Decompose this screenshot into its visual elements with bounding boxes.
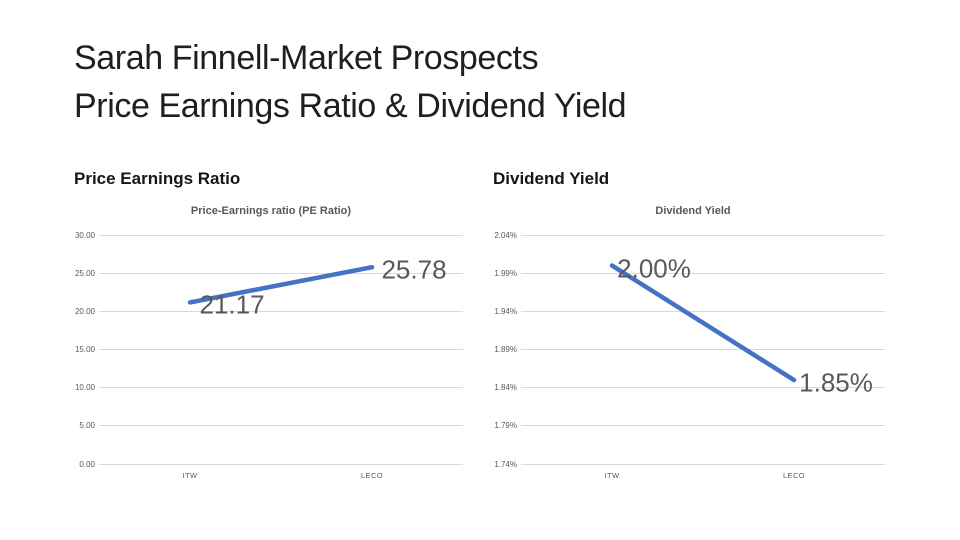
y-axis-tick-label: 1.79%: [494, 421, 517, 431]
y-axis-tick-label: 25.00: [74, 268, 95, 278]
y-axis-tick-label: 20.00: [74, 306, 95, 316]
data-series-line: [609, 263, 797, 383]
x-axis-category-label: ITW: [604, 471, 620, 480]
y-axis-tick-label: 30.00: [74, 230, 95, 240]
data-label: 25.78: [381, 254, 447, 285]
y-axis-tick-label: 1.84%: [494, 383, 517, 393]
slide-title-line1: Sarah Finnell-Market Prospects: [74, 39, 539, 77]
y-axis-tick-label: 0.00: [79, 459, 95, 469]
section-heading-price-earnings: Price Earnings Ratio: [74, 169, 241, 188]
gridline: [521, 463, 885, 465]
y-axis-tick-label: 2.04%: [494, 230, 517, 240]
data-series-svg: [187, 264, 375, 305]
data-label: 21.17: [199, 289, 265, 320]
y-axis-tick-label: 10.00: [74, 383, 95, 393]
gridline: [99, 234, 463, 236]
x-axis-category-label: LECO: [782, 471, 806, 480]
slide-title: Sarah Finnell-Market Prospects Price Ear…: [74, 34, 627, 130]
gridline: [99, 310, 463, 312]
y-axis-tick-label: 1.89%: [494, 345, 517, 354]
dividend-yield-chart-title: Dividend Yield: [655, 205, 731, 217]
x-axis-category-label: LECO: [360, 471, 384, 480]
data-series-line: [187, 264, 375, 305]
gridline: [99, 425, 463, 427]
gridline: [99, 463, 463, 465]
y-axis-tick-label: 5.00: [79, 421, 95, 431]
pe-ratio-chart: Price-Earnings ratio (PE Ratio) 0.00 5.00…: [75, 203, 467, 488]
data-series-svg: [609, 263, 797, 383]
gridline: [521, 310, 885, 312]
dividend-yield-chart: Dividend Yield 1.74% 1.79% 1.84% 1.89% 1.94%…: [494, 203, 889, 488]
pe-ratio-chart-title: Price-Earnings ratio (PE Ratio): [190, 205, 352, 217]
gridline: [521, 272, 885, 274]
data-label: 1.85%: [799, 367, 873, 398]
gridline: [521, 234, 885, 236]
gridline: [99, 272, 463, 274]
y-axis-tick-label: 1.94%: [494, 306, 517, 316]
gridline: [521, 387, 885, 389]
slide-title-line2: Price Earnings Ratio & Dividend Yield: [74, 87, 627, 125]
gridline: [99, 387, 463, 389]
gridline: [99, 349, 463, 350]
gridline: [521, 349, 885, 350]
y-axis-tick-label: 1.74%: [494, 459, 517, 469]
y-axis-tick-label: 15.00: [74, 345, 95, 354]
x-axis-category-label: ITW: [182, 471, 198, 480]
data-label: 2.00%: [617, 253, 691, 284]
y-axis-tick-label: 1.99%: [494, 268, 517, 278]
section-heading-dividend-yield: Dividend Yield: [493, 169, 610, 188]
gridline: [521, 425, 885, 427]
